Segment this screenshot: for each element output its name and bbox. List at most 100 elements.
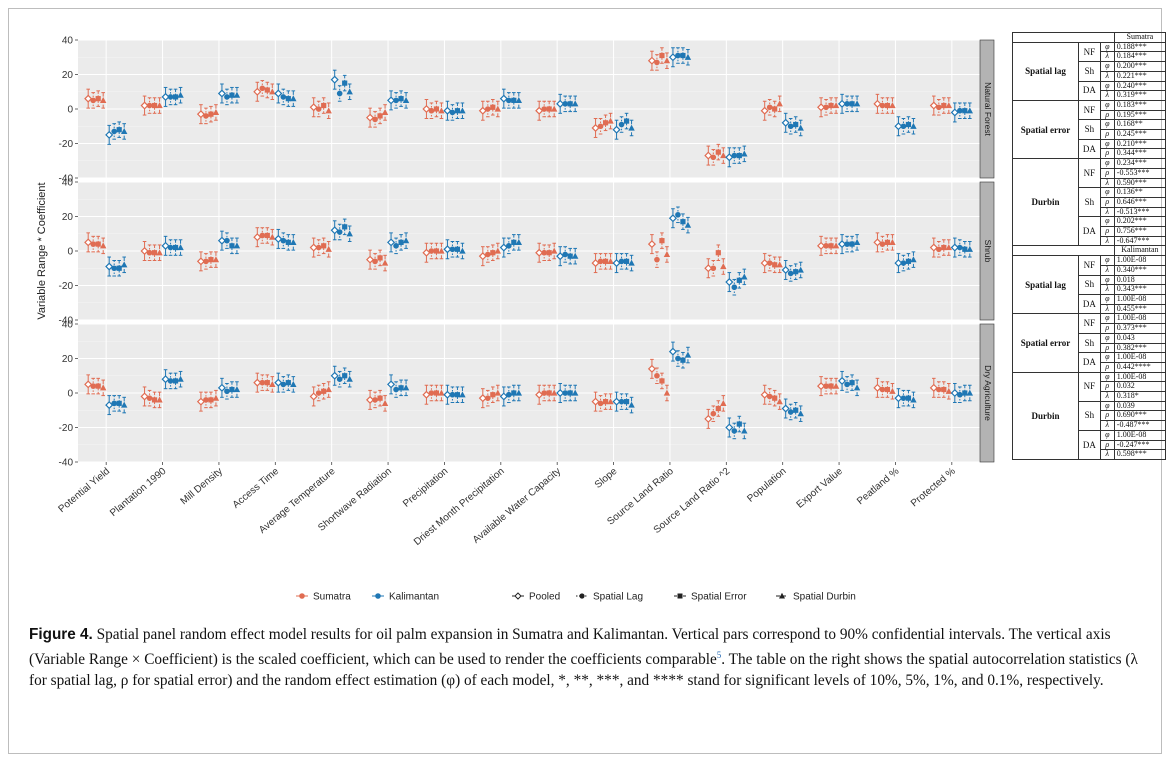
- coefficient-point: [494, 105, 502, 112]
- coefficient-point: [772, 262, 778, 268]
- coefficient-point: [597, 400, 604, 407]
- coefficient-point: [393, 243, 399, 249]
- coefficient-point: [905, 258, 912, 264]
- y-tick-label: 40: [62, 36, 74, 47]
- table-symbol-cell: φ: [1099, 255, 1115, 266]
- coefficient-point: [776, 398, 783, 405]
- coefficient-point: [838, 99, 847, 108]
- coefficient-point: [325, 386, 332, 393]
- coefficient-point: [817, 382, 826, 391]
- table-model-cell: DA: [1078, 216, 1101, 247]
- y-tick-label: 20: [62, 354, 74, 365]
- coefficient-point: [550, 247, 558, 254]
- coefficient-point: [797, 266, 804, 273]
- coefficient-point: [567, 101, 573, 107]
- coefficient-point: [889, 387, 896, 394]
- coefficient-point: [966, 245, 974, 252]
- coefficient-point: [562, 390, 568, 396]
- table-row: Durbin NF φ 1.00E-08: [1011, 371, 1167, 460]
- coefficient-point: [140, 101, 149, 110]
- coefficient-point: [377, 255, 383, 261]
- table-symbol-cell: ρ: [1099, 196, 1115, 208]
- coefficient-point: [853, 100, 861, 107]
- coefficient-point: [330, 371, 339, 380]
- coefficient-point: [161, 92, 170, 101]
- coefficient-point: [443, 106, 452, 115]
- coefficient-point: [884, 102, 891, 109]
- coefficient-point: [647, 56, 656, 65]
- coefficient-point: [208, 397, 214, 403]
- table-model-cell: NF: [1078, 313, 1101, 334]
- coefficient-point: [494, 389, 502, 396]
- coefficient-point: [167, 244, 174, 251]
- coefficient-point: [146, 395, 153, 401]
- coefficient-point: [280, 381, 287, 388]
- coefficient-point: [684, 53, 692, 60]
- coefficient-point: [766, 104, 773, 111]
- x-tick-label: Precipitation: [401, 466, 450, 510]
- coefficient-point: [628, 259, 635, 266]
- coefficient-point: [663, 251, 671, 258]
- coefficient-point: [203, 397, 209, 403]
- coefficient-point: [684, 351, 692, 358]
- coefficient-point: [428, 248, 435, 254]
- coefficient-point: [490, 392, 496, 398]
- coefficient-point: [342, 224, 348, 230]
- table-value-cell: 0.221***: [1113, 70, 1167, 82]
- coefficient-point: [731, 428, 738, 434]
- table-row: Spatial lag NF φ 0.188***: [1011, 41, 1167, 101]
- coefficient-point: [597, 258, 604, 265]
- coefficient-point: [172, 378, 179, 384]
- table-value-cell: -0.553***: [1113, 167, 1167, 179]
- coefficient-point: [849, 241, 855, 247]
- table-value-cell: 0.598***: [1113, 449, 1167, 460]
- coefficient-point: [884, 386, 891, 393]
- coefficient-point: [309, 392, 318, 401]
- table-row: Sh φ 0.043: [1013, 332, 1167, 354]
- coefficient-point: [879, 102, 886, 109]
- coefficient-point: [393, 386, 399, 393]
- coefficient-point: [571, 100, 579, 107]
- coefficient-point: [387, 96, 396, 105]
- coefficient-point: [873, 99, 882, 108]
- table-model-cell: Sh: [1078, 187, 1101, 218]
- coefficient-point: [562, 251, 568, 258]
- coefficient-point: [823, 104, 829, 111]
- coefficient-point: [535, 248, 544, 257]
- coefficient-point: [715, 250, 721, 256]
- table-symbol-cell: φ: [1099, 158, 1115, 169]
- y-tick-label: 40: [62, 320, 74, 331]
- coefficient-point: [105, 262, 114, 271]
- coefficient-point: [438, 107, 445, 114]
- coefficient-point: [936, 104, 942, 111]
- coefficient-point: [506, 391, 512, 398]
- x-tick-label: Plantation 1990: [108, 466, 169, 519]
- coefficient-point: [459, 107, 466, 114]
- table-row: DA φ 1.00E-08: [1013, 352, 1167, 373]
- coefficient-point: [628, 124, 635, 131]
- table-value-cell: 1.00E-08: [1113, 429, 1167, 441]
- coefficient-point: [945, 102, 953, 109]
- y-tick-label: 20: [62, 70, 74, 81]
- footnote-ref[interactable]: 5: [716, 650, 722, 660]
- coefficient-point: [285, 96, 291, 102]
- table-group-cell: Spatial lag: [1011, 255, 1080, 315]
- coefficient-point: [274, 378, 283, 387]
- coefficient-point: [321, 243, 327, 249]
- coefficient-point: [962, 390, 968, 396]
- coefficient-point: [196, 397, 205, 406]
- coefficient-point: [853, 384, 861, 391]
- coefficient-point: [941, 386, 947, 393]
- coefficient-point: [945, 387, 953, 394]
- coefficient-point: [177, 91, 184, 98]
- coefficient-point: [346, 230, 353, 237]
- table-value-cell: 0.318*: [1113, 391, 1167, 402]
- coefficient-point: [675, 52, 681, 59]
- coefficient-point: [264, 380, 270, 386]
- coefficient-point: [336, 229, 343, 235]
- coefficient-point: [828, 383, 834, 389]
- coefficient-point: [387, 238, 396, 247]
- coefficient-point: [781, 265, 790, 275]
- coefficient-point: [550, 105, 558, 112]
- coefficient-point: [290, 380, 297, 387]
